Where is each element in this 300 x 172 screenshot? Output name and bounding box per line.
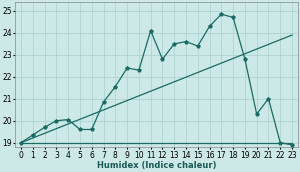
X-axis label: Humidex (Indice chaleur): Humidex (Indice chaleur) (97, 161, 216, 170)
